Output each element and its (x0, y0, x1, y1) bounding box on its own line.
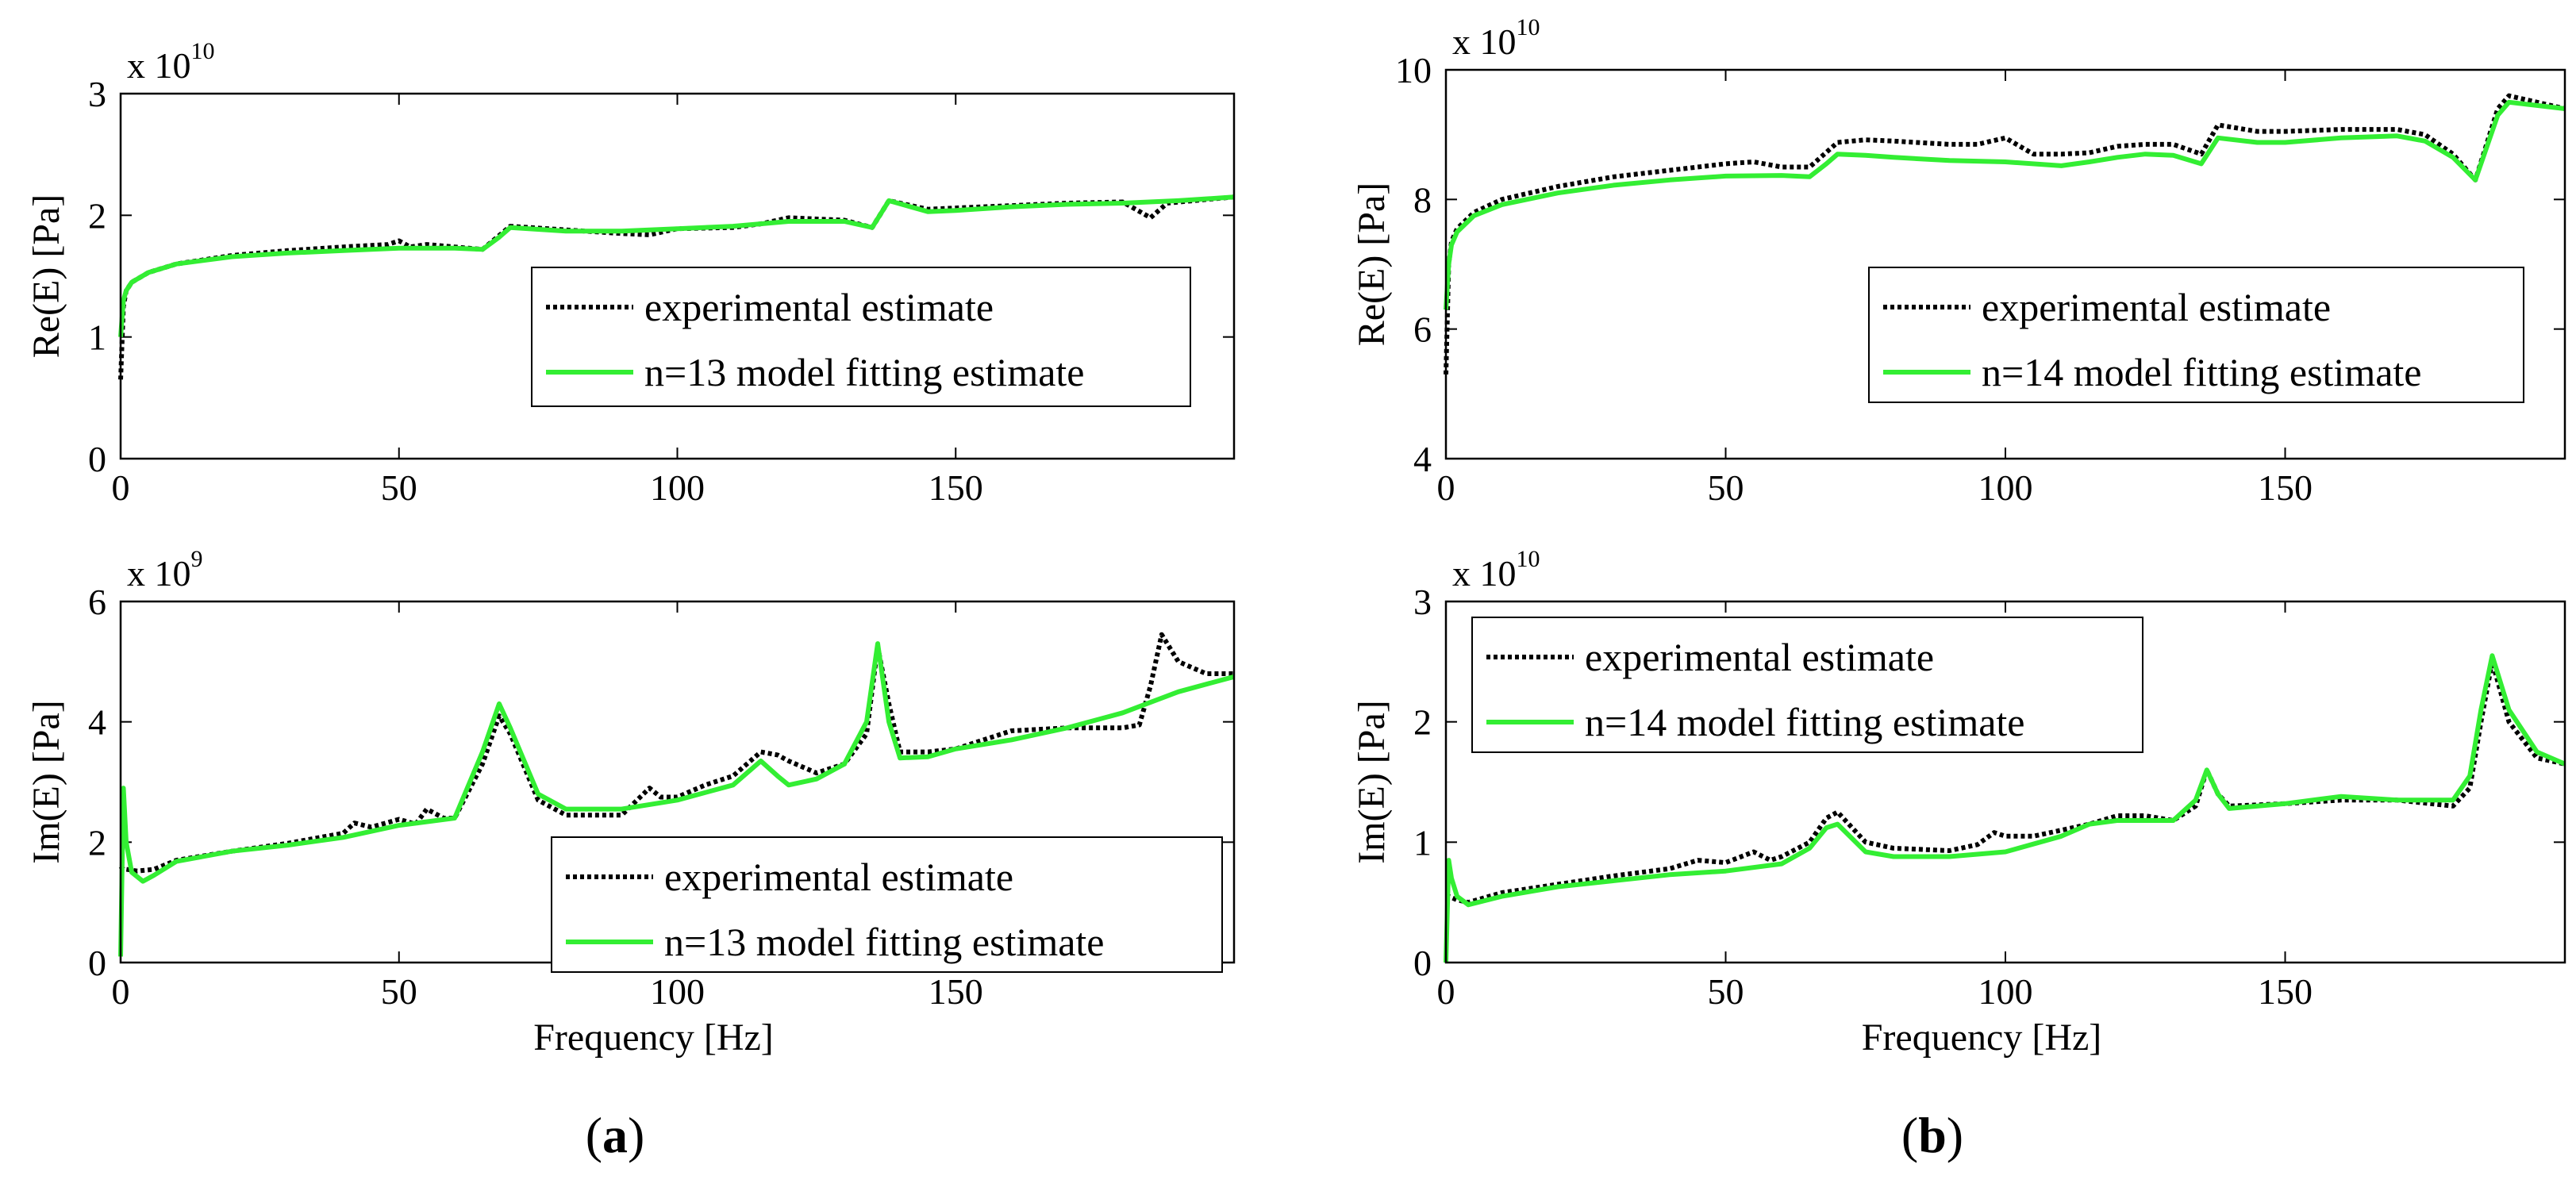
y-tick-label: 4 (1413, 439, 1432, 479)
panel-label-a-letter: a (602, 1107, 628, 1163)
y-tick-label: 3 (1413, 582, 1432, 622)
y-axis-label: Re(E) [Pa] (25, 194, 67, 359)
axes-box-b-top (1444, 68, 2566, 460)
axes-box-a-top (119, 92, 1236, 460)
x-tick-label: 50 (1708, 971, 1744, 1012)
legend-box (1471, 617, 2143, 753)
legend-b-top: experimental estimate n=14 model fitting … (1868, 267, 2524, 403)
x-tick-label: 100 (650, 467, 705, 508)
series-line-experimental (1446, 659, 2566, 905)
series-line-model (118, 641, 1235, 957)
legend-entry-label: n=14 model fitting estimate (1585, 700, 2025, 744)
x-tick-label: 50 (381, 971, 417, 1012)
legend-entry-label: experimental estimate (1585, 635, 1934, 679)
axes-box-b-bottom (1444, 600, 2566, 964)
panel-label-b-letter: b (1918, 1107, 1947, 1163)
panel-label-b: (b) (1901, 1107, 1963, 1163)
y-tick-label: 1 (1413, 822, 1432, 863)
panel-label-b-close: ) (1947, 1107, 1963, 1163)
y-tick-label: 2 (88, 195, 106, 236)
x-tick-label: 150 (929, 971, 983, 1012)
x-tick-label: 0 (1437, 467, 1455, 508)
chart-a-bottom: 0 50 100 150 0 2 4 6 x 109 Im(E) [Pa] Frequency [H… (25, 546, 1236, 1059)
y-tick-label: 4 (88, 702, 106, 743)
y-tick-label: 0 (88, 943, 106, 983)
y-tick-label: 0 (88, 439, 106, 479)
y-axis-label: Re(E) [Pa] (1351, 183, 1393, 347)
legend-box (531, 267, 1191, 407)
axis-multiplier-exponent: 10 (1517, 546, 1540, 572)
axis-multiplier-exponent: 9 (191, 546, 203, 572)
y-tick-label: 3 (88, 74, 106, 114)
legend-entry-label: experimental estimate (664, 855, 1013, 899)
y-tick-label: 6 (88, 582, 106, 622)
x-tick-label: 50 (381, 467, 417, 508)
axis-multiplier-base: x 10 (1452, 553, 1517, 594)
legend-box (551, 836, 1223, 973)
panel-label-a-close: ) (628, 1107, 644, 1163)
series-line-experimental (1444, 93, 2566, 375)
y-tick-label: 6 (1413, 309, 1432, 350)
legend-a-bottom: experimental estimate n=13 model fitting … (551, 836, 1223, 973)
series-line-model (1444, 653, 2566, 963)
panel-label-a: (a) (586, 1107, 645, 1163)
y-tick-label: 0 (1413, 943, 1432, 983)
y-tick-label: 10 (1395, 50, 1432, 90)
legend-entry-label: n=13 model fitting estimate (664, 920, 1105, 964)
x-axis-label: Frequency [Hz] (533, 1016, 774, 1059)
axis-multiplier-exponent: 10 (1517, 14, 1540, 40)
legend-box (1868, 267, 2524, 403)
chart-a-top: 0 50 100 150 0 1 2 3 x 1010 Re(E) [Pa] experimenta… (25, 38, 1236, 508)
x-tick-label: 150 (929, 467, 983, 508)
panel-label-a-open: ( (586, 1107, 602, 1163)
legend-a-top: experimental estimate n=13 model fitting … (531, 267, 1191, 407)
axis-multiplier-base: x 10 (127, 45, 191, 86)
x-tick-label: 100 (1978, 467, 2033, 508)
axis-multiplier: x 1010 (127, 38, 215, 86)
x-axis-label: Frequency [Hz] (1862, 1016, 2102, 1059)
series-line-experimental (118, 632, 1234, 874)
series-line-model (118, 194, 1235, 337)
axis-multiplier-exponent: 10 (191, 38, 215, 64)
y-tick-label: 2 (1413, 702, 1432, 743)
axis-multiplier: x 1010 (1452, 14, 1540, 62)
x-tick-label: 0 (112, 971, 130, 1012)
svg-text:(b): (b) (1901, 1107, 1963, 1163)
x-tick-label: 0 (1437, 971, 1455, 1012)
y-axis-label: Im(E) [Pa] (25, 700, 67, 864)
legend-entry-label: experimental estimate (1982, 285, 2331, 329)
axis-multiplier-base: x 10 (1452, 21, 1517, 62)
x-tick-label: 50 (1708, 467, 1744, 508)
axis-multiplier-base: x 10 (127, 553, 191, 594)
y-tick-label: 1 (88, 317, 106, 358)
x-tick-label: 100 (650, 971, 705, 1012)
legend-entry-label: n=13 model fitting estimate (644, 350, 1085, 394)
axis-multiplier: x 1010 (1452, 546, 1540, 594)
x-tick-label: 150 (2258, 467, 2313, 508)
y-tick-label: 2 (88, 822, 106, 863)
y-tick-label: 8 (1413, 179, 1432, 220)
legend-entry-label: n=14 model fitting estimate (1982, 350, 2422, 394)
x-tick-label: 150 (2258, 971, 2313, 1012)
legend-b-bottom: experimental estimate n=14 model fitting … (1471, 617, 2143, 753)
svg-text:(a): (a) (586, 1107, 645, 1163)
x-tick-label: 100 (1978, 971, 2033, 1012)
x-tick-label: 0 (112, 467, 130, 508)
chart-b-bottom: 0 50 100 150 0 1 2 3 x 1010 Im(E) [Pa] Frequency [… (1351, 546, 2566, 1059)
legend-entry-label: experimental estimate (644, 285, 994, 329)
axis-multiplier: x 109 (127, 546, 203, 594)
panel-label-b-open: ( (1901, 1107, 1918, 1163)
series-line-model (1444, 99, 2566, 310)
y-axis-label: Im(E) [Pa] (1351, 700, 1393, 864)
